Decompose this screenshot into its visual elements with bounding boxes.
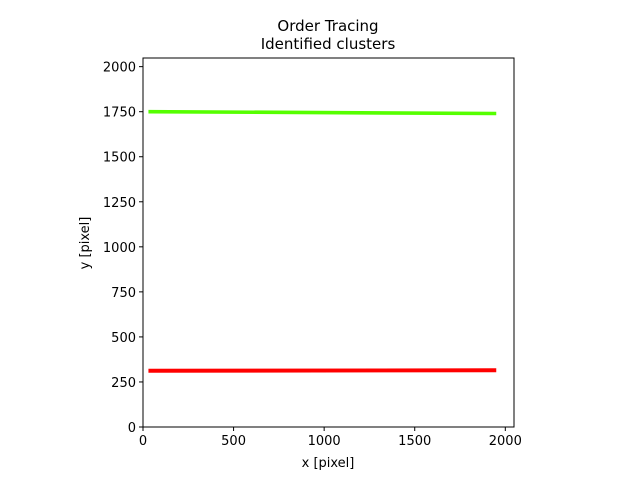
x-axis-ticks: 0 500 1000 1500 2000 <box>139 427 522 449</box>
x-tick-label: 500 <box>221 434 246 449</box>
y-axis-label: y [pixel] <box>78 217 93 270</box>
y-tick-label: 1000 <box>103 241 136 256</box>
y-tick-label: 2000 <box>103 61 136 76</box>
x-axis-label: x [pixel] <box>302 456 355 471</box>
chart-subtitle: Identified clusters <box>261 35 396 53</box>
x-tick-label: 1000 <box>308 434 341 449</box>
x-tick-label: 1500 <box>398 434 431 449</box>
plot-frame <box>142 57 515 428</box>
cluster-2 <box>148 109 497 116</box>
cluster-1 <box>148 368 497 373</box>
y-tick-label: 250 <box>111 376 136 391</box>
x-tick-label: 2000 <box>489 434 522 449</box>
x-tick-label: 0 <box>139 434 147 449</box>
y-tick-label: 1750 <box>103 106 136 121</box>
y-tick-label: 0 <box>128 421 136 436</box>
chart-title: Order Tracing <box>277 17 378 35</box>
y-tick-label: 1250 <box>103 196 136 211</box>
y-tick-label: 750 <box>111 286 136 301</box>
y-tick-label: 1500 <box>103 151 136 166</box>
plot-marks <box>148 109 497 373</box>
y-axis-ticks: 0 250 500 750 1000 1250 1500 1750 2000 <box>103 61 143 436</box>
y-tick-label: 500 <box>111 331 136 346</box>
